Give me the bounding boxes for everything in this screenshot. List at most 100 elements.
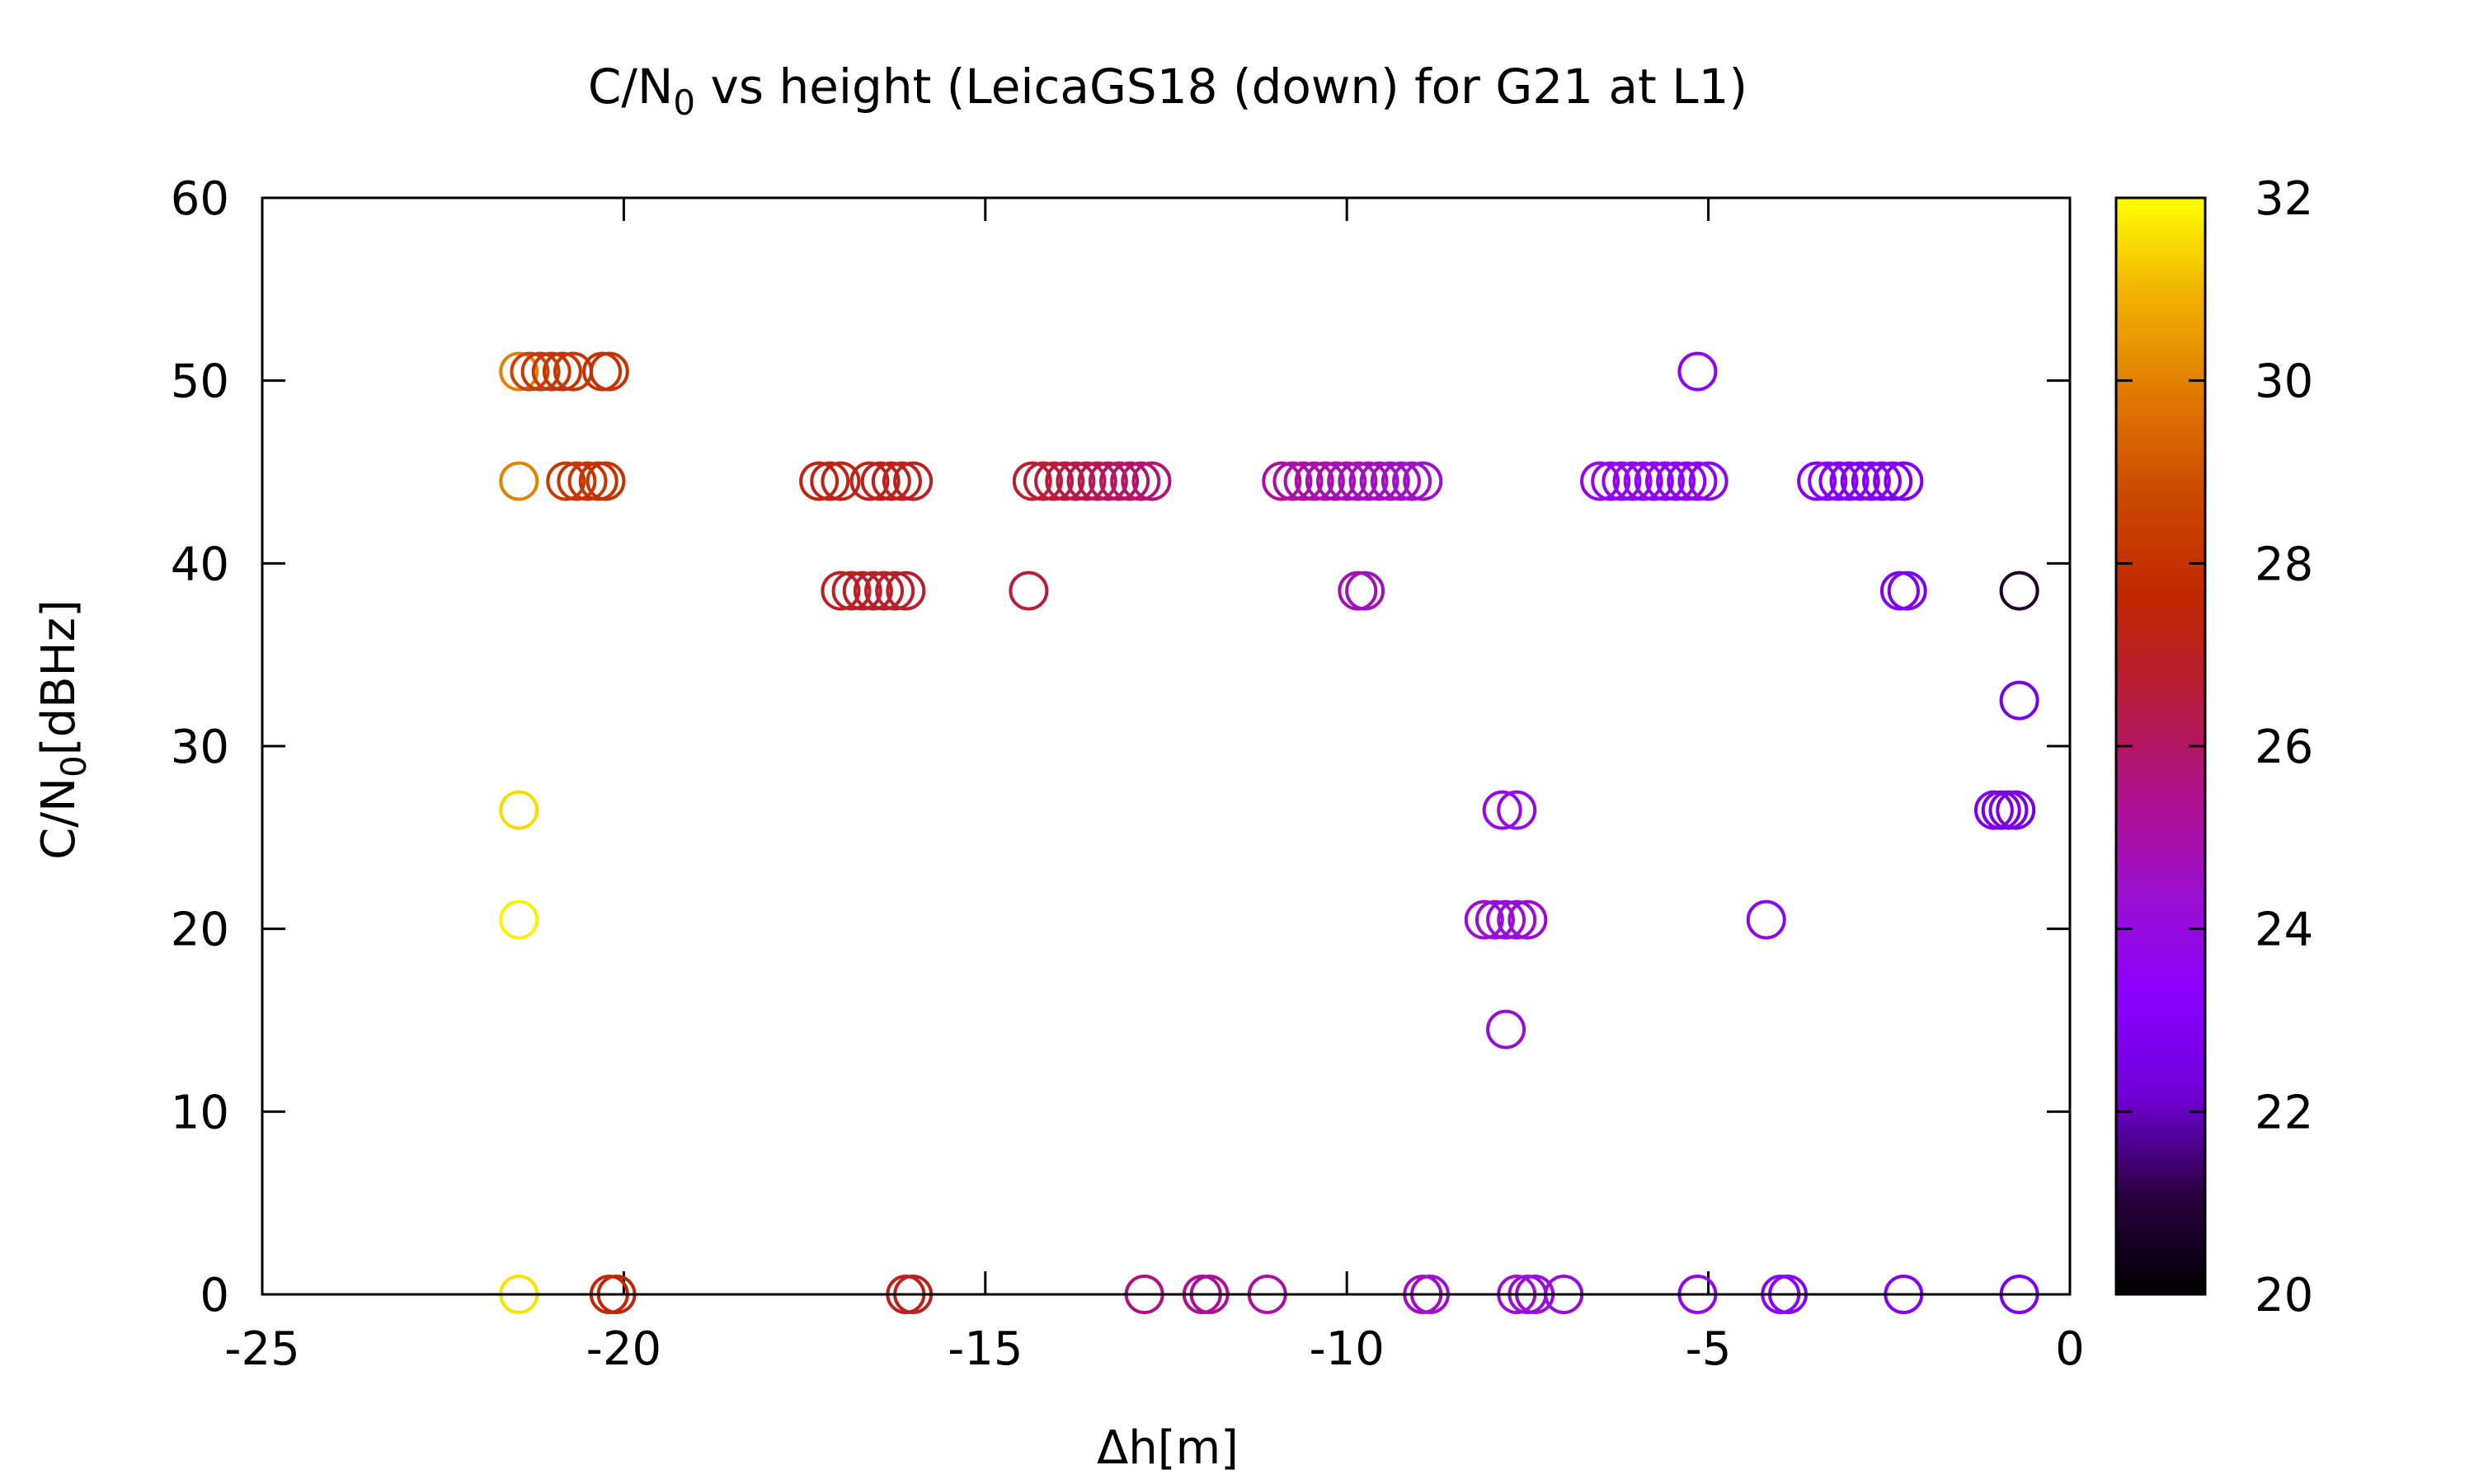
- data-point: [1338, 571, 1378, 611]
- data-point: [1667, 461, 1707, 501]
- scatter-points: [499, 351, 2039, 1314]
- colorbar-tick-label: 30: [2255, 355, 2313, 409]
- x-tick-label: -25: [224, 1322, 299, 1376]
- data-point: [510, 351, 550, 392]
- data-point: [1884, 461, 1924, 501]
- data-point: [1656, 461, 1696, 501]
- data-point: [1338, 461, 1378, 501]
- data-point: [842, 571, 882, 611]
- data-point: [1808, 461, 1848, 501]
- data-point: [1507, 899, 1548, 940]
- data-point: [864, 571, 905, 611]
- y-axis-label: C/N0[dBHz]: [32, 599, 94, 860]
- data-point: [1497, 790, 1537, 830]
- data-point: [1056, 461, 1096, 501]
- data-point: [860, 461, 901, 501]
- data-point: [1475, 899, 1515, 940]
- data-point: [1283, 461, 1324, 501]
- data-point: [1688, 461, 1729, 501]
- data-point: [1370, 461, 1410, 501]
- data-point: [1797, 461, 1837, 501]
- data-point: [1034, 461, 1075, 501]
- data-point: [499, 899, 539, 940]
- data-point: [853, 571, 893, 611]
- plot-frame: [261, 196, 2072, 1296]
- data-point: [1887, 571, 1927, 611]
- svg-text:C/N0[dBHz]: C/N0[dBHz]: [32, 599, 94, 860]
- data-point: [1623, 461, 1663, 501]
- data-point: [886, 571, 926, 611]
- data-point: [849, 461, 890, 501]
- data-point: [557, 461, 597, 501]
- x-tick-label: -15: [948, 1322, 1023, 1376]
- data-point: [1602, 461, 1642, 501]
- data-point: [1348, 461, 1389, 501]
- data-point: [589, 351, 629, 392]
- data-point: [1818, 461, 1859, 501]
- data-point: [1677, 461, 1718, 501]
- data-point: [499, 790, 539, 830]
- data-point: [1829, 461, 1870, 501]
- axis-ticks: -25 -20 -15 -10 -5 0 0 10 20 30 40 50 60: [171, 172, 2085, 1376]
- colorbar-tick-label: 28: [2255, 538, 2313, 591]
- data-point: [1121, 461, 1161, 501]
- data-point: [799, 461, 840, 501]
- data-point: [1851, 461, 1891, 501]
- data-point: [1272, 461, 1313, 501]
- data-point: [1999, 571, 2039, 611]
- data-point: [1012, 461, 1052, 501]
- data-point: [1262, 461, 1302, 501]
- data-point: [1840, 461, 1880, 501]
- data-point: [1066, 461, 1107, 501]
- data-point: [1482, 790, 1522, 830]
- colorbar-tick-label: 26: [2255, 721, 2313, 774]
- data-point: [1327, 461, 1367, 501]
- x-tick-label: 0: [2055, 1322, 2085, 1376]
- data-point: [1464, 899, 1504, 940]
- y-tick-label: 10: [171, 1086, 229, 1139]
- data-point: [1392, 461, 1432, 501]
- data-point: [1634, 461, 1674, 501]
- data-point: [582, 351, 623, 392]
- data-point: [542, 351, 582, 392]
- data-point: [1294, 461, 1334, 501]
- data-point: [1873, 461, 1913, 501]
- data-point: [586, 461, 626, 501]
- data-point: [1131, 461, 1172, 501]
- y-tick-label: 50: [171, 355, 229, 409]
- x-axis-label: Δh[m]: [1097, 1421, 1239, 1475]
- data-point: [1359, 461, 1399, 501]
- data-point: [1862, 461, 1903, 501]
- data-point: [1045, 461, 1085, 501]
- data-point: [546, 461, 586, 501]
- data-point: [1099, 461, 1140, 501]
- colorbar-tick-label: 20: [2255, 1269, 2313, 1322]
- data-point: [1746, 899, 1786, 940]
- data-point: [893, 461, 934, 501]
- x-tick-label: -5: [1686, 1322, 1732, 1376]
- data-point: [871, 461, 911, 501]
- data-point: [531, 351, 571, 392]
- data-point: [1403, 461, 1443, 501]
- data-point: [1023, 461, 1063, 501]
- data-point: [831, 571, 872, 611]
- colorbar-tick-label: 22: [2255, 1086, 2313, 1139]
- data-point: [1009, 571, 1049, 611]
- data-point: [1612, 461, 1653, 501]
- data-point: [1591, 461, 1631, 501]
- x-tick-label: -20: [586, 1322, 661, 1376]
- colorbar-tick-label: 32: [2255, 172, 2313, 226]
- y-tick-label: 0: [200, 1269, 229, 1322]
- data-point: [499, 351, 539, 392]
- data-point: [810, 461, 850, 501]
- y-tick-label: 30: [171, 721, 229, 774]
- data-point: [1677, 351, 1718, 392]
- data-point: [1996, 790, 2036, 830]
- chart-title: C/N0 vs height (LeicaGS18 (down) for G21…: [588, 59, 1747, 123]
- data-point: [1088, 461, 1128, 501]
- data-point: [1110, 461, 1150, 501]
- data-point: [1305, 461, 1345, 501]
- data-point: [821, 571, 861, 611]
- data-point: [875, 571, 915, 611]
